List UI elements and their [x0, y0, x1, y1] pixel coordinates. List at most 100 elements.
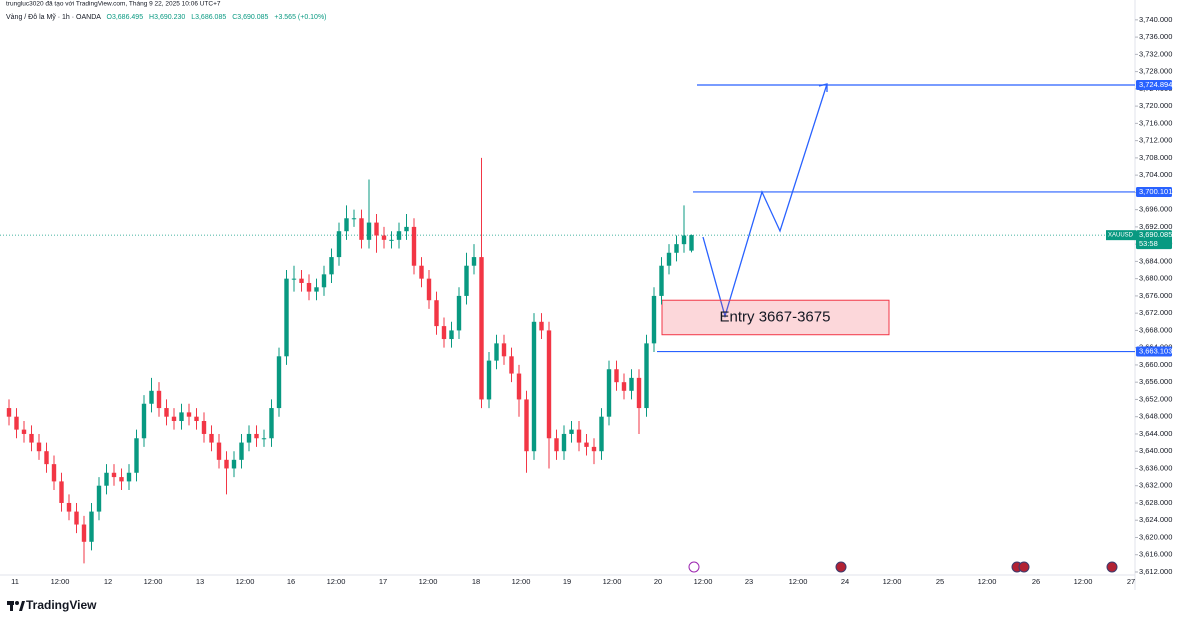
candle-body: [291, 278, 297, 280]
x-tick-label: 16: [287, 577, 295, 586]
candle-body: [689, 235, 694, 251]
level-tag: [1136, 346, 1172, 357]
candle-body: [119, 477, 124, 482]
brand-logo: [7, 601, 25, 611]
candle-body: [329, 257, 334, 275]
candle-body: [254, 433, 259, 439]
y-tick-label: 3,644.000: [1139, 429, 1172, 438]
candle-body: [209, 433, 214, 443]
candle-body: [261, 438, 267, 440]
y-tick-label: 3,672.000: [1139, 308, 1172, 317]
candle-body: [194, 416, 199, 422]
candle-body: [269, 408, 274, 439]
candle-body: [396, 231, 402, 240]
candle-body: [321, 274, 327, 288]
last-price-tag: [1106, 230, 1136, 241]
x-tick-label: 12:00: [512, 577, 531, 586]
candle-body: [599, 416, 604, 452]
candle-body: [44, 451, 49, 465]
event-icon: [1018, 561, 1030, 573]
y-tick-label: 3,652.000: [1139, 394, 1172, 403]
logo-part: [19, 601, 25, 611]
y-tick-label: 3,628.000: [1139, 498, 1172, 507]
y-tick-label: 3,716.000: [1139, 118, 1172, 127]
legend-change: +3.565 (+0.10%): [274, 14, 326, 21]
y-tick-label: 3,712.000: [1139, 136, 1172, 145]
x-tick-label: 23: [745, 577, 753, 586]
candle-body: [381, 235, 387, 240]
candle-body: [51, 464, 57, 482]
candle-body: [231, 459, 237, 469]
y-tick-label: 3,616.000: [1139, 550, 1172, 559]
y-tick-label: 3,648.000: [1139, 412, 1172, 421]
candle-body: [509, 356, 514, 374]
last-price-label: 3,690.085: [1139, 230, 1172, 239]
candle-body: [621, 382, 627, 391]
y-tick-label: 3,696.000: [1139, 205, 1172, 214]
candle-body: [561, 433, 567, 452]
candle-body: [134, 438, 139, 473]
candle-body: [66, 502, 72, 512]
y-tick-label: 3,660.000: [1139, 360, 1172, 369]
candle-body: [336, 231, 342, 258]
y-tick-label: 3,680.000: [1139, 274, 1172, 283]
candle-body: [404, 226, 409, 232]
legend-symbol: Vàng / Đô la Mỹ · 1h · OANDA: [6, 14, 101, 21]
candle-body: [681, 235, 687, 245]
legend-open: O3,686.495: [107, 14, 144, 21]
y-tick-label: 3,668.000: [1139, 325, 1172, 334]
level-tag-label: 3,700.101: [1139, 187, 1172, 196]
candle-body: [606, 369, 612, 417]
y-tick-label: 3,692.000: [1139, 222, 1172, 231]
candle-body: [479, 257, 484, 400]
x-tick-label: 12:00: [883, 577, 902, 586]
candle-body: [651, 295, 657, 344]
candle-body: [591, 446, 597, 452]
candle-body: [569, 429, 574, 434]
candle-body: [111, 472, 117, 478]
y-tick-label: 3,720.000: [1139, 101, 1172, 110]
candle-body: [156, 390, 162, 409]
candle-body: [36, 442, 42, 452]
candle-body: [449, 330, 454, 340]
event-icon: [835, 561, 847, 573]
candle-body: [629, 377, 634, 391]
candle-body: [21, 429, 27, 434]
y-tick-label: 3,676.000: [1139, 291, 1172, 300]
legend: Vàng / Đô la Mỹ · 1h · OANDA O3,686.495 …: [6, 14, 327, 21]
candle-body: [96, 485, 102, 512]
entry-label: Entry 3667-3675: [720, 308, 831, 325]
candle-body: [306, 282, 312, 292]
candle-body: [89, 511, 94, 542]
candle-body: [366, 222, 372, 240]
candle-body: [224, 459, 229, 469]
level-tag: [1136, 80, 1172, 91]
candle-body: [126, 472, 132, 482]
candle-body: [576, 429, 582, 443]
x-tick-label: 12:00: [789, 577, 808, 586]
candle-body: [389, 239, 394, 241]
candle-body: [276, 356, 282, 409]
y-tick-label: 3,732.000: [1139, 49, 1172, 58]
y-tick-label: 3,612.000: [1139, 567, 1172, 576]
x-tick-label: 20: [654, 577, 662, 586]
candle-body: [666, 252, 672, 266]
candle-body: [359, 218, 364, 240]
x-tick-label: 11: [11, 577, 19, 586]
level-tag-label: 3,663.103: [1139, 347, 1172, 356]
candle-body: [141, 403, 147, 439]
candle-body: [494, 343, 499, 361]
countdown: 53:58: [1139, 239, 1158, 248]
x-tick-label: 12:00: [1074, 577, 1093, 586]
candle-body: [179, 412, 184, 422]
watermark: trungluc3020 đã tạo với TradingView.com,…: [6, 1, 221, 8]
y-tick-label: 3,632.000: [1139, 481, 1172, 490]
legend-close: C3,690.085: [232, 14, 268, 21]
candle-body: [411, 226, 417, 266]
x-tick-label: 19: [563, 577, 571, 586]
candle-body: [344, 218, 349, 232]
event-icon: [1106, 561, 1118, 573]
x-tick-label: 24: [841, 577, 849, 586]
